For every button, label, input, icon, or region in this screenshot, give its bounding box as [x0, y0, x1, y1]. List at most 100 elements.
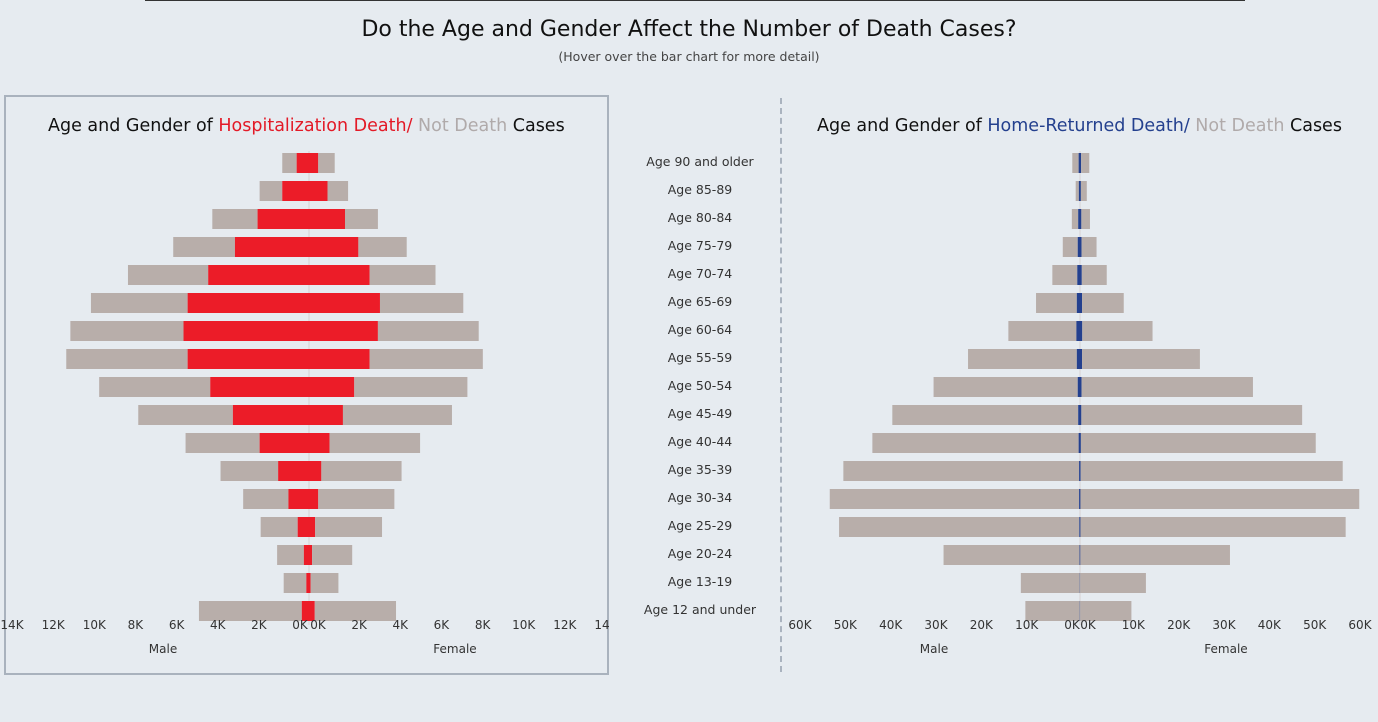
bar-male-death[interactable] [257, 209, 309, 229]
bar-female-not-death[interactable] [315, 517, 383, 537]
bar-male-death[interactable] [303, 545, 309, 565]
bar-female-not-death[interactable] [1080, 545, 1230, 565]
bar-male-not-death[interactable] [212, 209, 258, 229]
bar-male-not-death[interactable] [1025, 601, 1080, 621]
bar-female-not-death[interactable] [369, 349, 483, 369]
bar-female-death[interactable] [309, 209, 345, 229]
bar-female-not-death[interactable] [1080, 433, 1316, 453]
bar-male-death[interactable] [187, 293, 309, 313]
bar-female-not-death[interactable] [1081, 237, 1097, 257]
bar-male-not-death[interactable] [968, 349, 1077, 369]
bar-female-not-death[interactable] [1081, 377, 1253, 397]
bar-female-death[interactable] [1080, 349, 1083, 369]
bar-female-not-death[interactable] [1081, 405, 1303, 425]
bar-female-death[interactable] [309, 517, 316, 537]
bar-female-death[interactable] [1080, 433, 1081, 453]
bar-male-death[interactable] [1079, 461, 1080, 481]
bar-male-not-death[interactable] [198, 601, 302, 621]
bar-female-death[interactable] [1080, 293, 1083, 313]
bar-male-death[interactable] [296, 153, 309, 173]
bar-female-not-death[interactable] [342, 405, 452, 425]
bar-female-not-death[interactable] [1080, 461, 1343, 481]
bar-female-death[interactable] [309, 321, 378, 341]
bar-male-death[interactable] [232, 405, 309, 425]
bar-male-death[interactable] [306, 573, 309, 593]
bar-male-death[interactable] [1079, 489, 1080, 509]
bar-female-not-death[interactable] [1080, 517, 1346, 537]
bar-female-death[interactable] [309, 573, 311, 593]
bar-female-not-death[interactable] [1080, 489, 1360, 509]
bar-male-death[interactable] [208, 265, 309, 285]
bar-female-death[interactable] [1080, 405, 1082, 425]
bar-male-death[interactable] [1078, 433, 1080, 453]
bar-female-not-death[interactable] [345, 209, 378, 229]
bar-male-not-death[interactable] [1072, 153, 1079, 173]
home-returned-pyramid-chart[interactable]: 60K 50K 40K 30K 20K 10K 0K 0K 10K 20K 30K 40K 50K 60K… [780, 0, 1378, 722]
bar-female-death[interactable] [1080, 321, 1083, 341]
bar-female-not-death[interactable] [377, 321, 479, 341]
bar-male-not-death[interactable] [872, 433, 1079, 453]
bar-female-death[interactable] [309, 153, 319, 173]
bar-male-death[interactable] [1078, 209, 1080, 229]
bar-male-death[interactable] [234, 237, 309, 257]
bar-female-death[interactable] [1080, 377, 1082, 397]
bar-male-not-death[interactable] [843, 461, 1080, 481]
bar-male-not-death[interactable] [260, 517, 298, 537]
bar-female-not-death[interactable] [379, 293, 464, 313]
bar-male-death[interactable] [288, 489, 309, 509]
bar-male-death[interactable] [1078, 405, 1080, 425]
bar-male-death[interactable] [187, 349, 309, 369]
bar-female-death[interactable] [309, 349, 370, 369]
bar-male-not-death[interactable] [138, 405, 233, 425]
bar-female-death[interactable] [309, 601, 315, 621]
bar-male-not-death[interactable] [892, 405, 1079, 425]
bar-male-not-death[interactable] [1052, 265, 1078, 285]
bar-female-not-death[interactable] [1081, 265, 1107, 285]
bar-female-death[interactable] [309, 461, 322, 481]
bar-male-not-death[interactable] [1036, 293, 1077, 313]
bar-female-not-death[interactable] [314, 601, 397, 621]
bar-male-not-death[interactable] [243, 489, 289, 509]
bar-male-not-death[interactable] [259, 181, 283, 201]
bar-male-death[interactable] [278, 461, 309, 481]
bar-male-not-death[interactable] [173, 237, 235, 257]
bar-male-not-death[interactable] [66, 349, 188, 369]
bar-female-death[interactable] [309, 545, 313, 565]
bar-female-not-death[interactable] [1080, 181, 1087, 201]
bar-female-not-death[interactable] [310, 573, 339, 593]
bar-male-death[interactable] [1076, 321, 1080, 341]
bar-male-not-death[interactable] [127, 265, 209, 285]
bar-female-not-death[interactable] [358, 237, 407, 257]
bar-male-not-death[interactable] [839, 517, 1080, 537]
bar-female-not-death[interactable] [1082, 293, 1124, 313]
bar-male-not-death[interactable] [220, 461, 279, 481]
bar-male-death[interactable] [1076, 293, 1080, 313]
bar-female-death[interactable] [1080, 461, 1081, 481]
bar-female-death[interactable] [1080, 265, 1082, 285]
bar-male-death[interactable] [259, 433, 309, 453]
bar-male-death[interactable] [183, 321, 309, 341]
bar-female-not-death[interactable] [318, 153, 335, 173]
bar-female-not-death[interactable] [1080, 601, 1132, 621]
bar-female-not-death[interactable] [369, 265, 436, 285]
bar-female-not-death[interactable] [1081, 209, 1090, 229]
bar-female-death[interactable] [309, 433, 330, 453]
bar-female-death[interactable] [309, 293, 380, 313]
bar-female-not-death[interactable] [1082, 349, 1200, 369]
bar-male-death[interactable] [297, 517, 309, 537]
bar-male-death[interactable] [1076, 349, 1080, 369]
bar-male-not-death[interactable] [283, 573, 307, 593]
bar-male-not-death[interactable] [1062, 237, 1078, 257]
bar-female-not-death[interactable] [321, 461, 402, 481]
bar-male-death[interactable] [1077, 265, 1080, 285]
bar-male-not-death[interactable] [282, 153, 297, 173]
bar-female-not-death[interactable] [318, 489, 395, 509]
bar-female-death[interactable] [1080, 237, 1082, 257]
bar-male-not-death[interactable] [943, 545, 1080, 565]
bar-female-death[interactable] [309, 377, 355, 397]
bar-male-not-death[interactable] [829, 489, 1080, 509]
bar-female-not-death[interactable] [312, 545, 353, 565]
bar-female-not-death[interactable] [329, 433, 421, 453]
bar-female-death[interactable] [1080, 209, 1082, 229]
